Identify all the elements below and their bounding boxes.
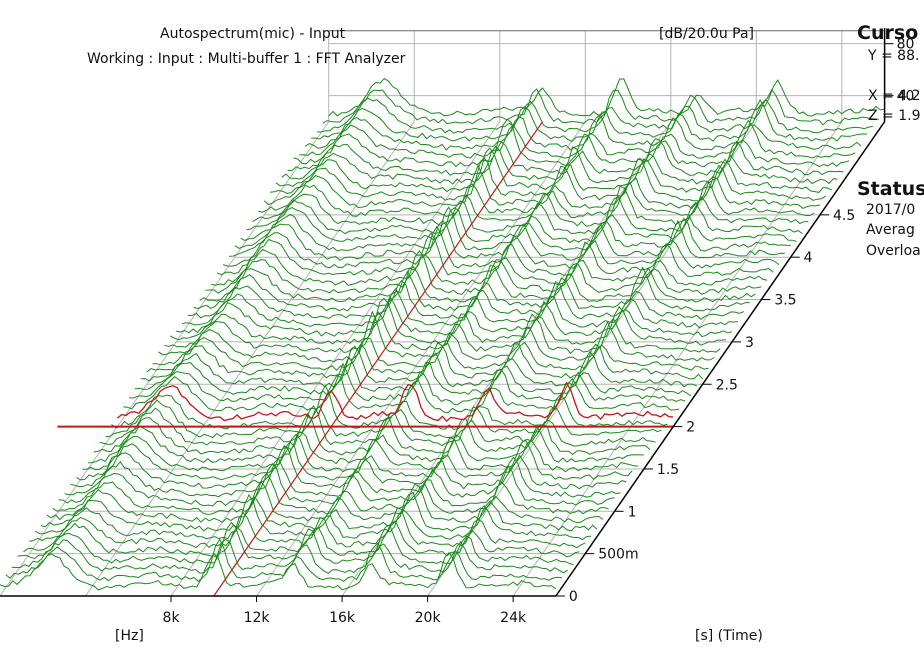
x-tick-label: 12k: [244, 610, 271, 626]
y-tick-label: 40: [897, 89, 915, 105]
spectrum-slice: [23, 520, 580, 558]
z-tick-label: 1.5: [657, 462, 679, 478]
z-tick-label: 2: [686, 420, 695, 436]
cursor-x-value: X = 4.2: [868, 88, 921, 104]
spectrum-slice: [287, 137, 844, 176]
status-date: 2017/0: [866, 202, 916, 218]
spectrum-slice: [181, 287, 738, 329]
x-tick-label: 20k: [415, 610, 442, 626]
spectrum-slice: [99, 405, 656, 447]
spectrum-slice: [263, 164, 821, 210]
cursor-frequency-line: [213, 121, 544, 597]
time-axis-line: [555, 121, 886, 597]
floor-grid-line: [170, 121, 501, 597]
cursor-heading: Curso: [857, 22, 919, 44]
spectrum-slice: [205, 250, 762, 295]
spectra-layer: [0, 77, 885, 591]
status-heading: Status: [857, 178, 924, 200]
spectrum-slice: [293, 118, 850, 168]
spectrum-slice: [11, 538, 568, 574]
x-tick-label: 24k: [500, 610, 527, 626]
y-tick-label: 80: [897, 37, 915, 53]
chart-title: Autospectrum(mic) - Input: [160, 26, 346, 42]
spectrum-slice: [252, 185, 809, 227]
status-average: Averag: [866, 222, 915, 238]
z-tick-label: 4.5: [833, 208, 855, 224]
spectrum-slice: [281, 145, 838, 185]
spectrum-slice: [0, 551, 557, 591]
z-tick-label: 4: [804, 250, 813, 266]
spectrum-slice: [82, 433, 639, 473]
floor-grid-line: [256, 121, 586, 597]
spectrum-slice: [129, 362, 686, 405]
spectrum-slice: [17, 521, 574, 566]
x-tick-label: 8k: [163, 610, 181, 626]
spectrum-slice: [275, 147, 833, 193]
spectrum-slice: [105, 399, 662, 439]
cursor-layer: [57, 121, 674, 597]
chart-subtitle: Working : Input : Multi-buffer 1 : FFT A…: [87, 51, 406, 67]
spectrum-slice: [258, 180, 815, 219]
spectrum-slice: [269, 156, 827, 202]
spectrum-slice: [123, 374, 680, 414]
floor-grid-line: [85, 121, 415, 597]
spectrum-slice: [193, 266, 750, 312]
spectrum-slice: [240, 207, 797, 244]
axis-layer: 8k 12k 16k 20k 24k 0 500m 1 1.5 2 2.5 3 3.5 4 4.5 40 80: [0, 28, 914, 626]
spectrum-slice: [322, 88, 879, 126]
z-axis-label: [s] (Time): [695, 628, 763, 644]
z-tick-label: 3.5: [774, 293, 796, 309]
z-tick-label: 500m: [598, 547, 638, 563]
floor-grid-line: [512, 121, 843, 597]
z-tick-label: 3: [745, 335, 754, 351]
x-tick-label: 16k: [329, 610, 356, 626]
spectrum-slice: [29, 507, 586, 549]
floor-grid-line: [0, 121, 330, 597]
spectrum-slice: [228, 219, 785, 262]
status-overload: Overloa: [866, 243, 921, 259]
spectrum-slice: [52, 472, 609, 515]
z-tick-label: 2.5: [716, 377, 738, 393]
spectrum-slice: [152, 337, 709, 371]
spectrum-slice: [58, 462, 615, 507]
spectrum-slice: [140, 345, 698, 388]
z-tick-label: 1: [628, 504, 637, 520]
cursor-spectrum-slice: [116, 381, 674, 423]
spectrum-slice: [175, 295, 733, 338]
z-tick-label: 0: [569, 589, 578, 605]
spectrum-slice: [211, 248, 768, 287]
cursor-z-value: Z = 1.9: [868, 108, 921, 124]
y-unit-label: [dB/20.0u Pa]: [659, 26, 755, 42]
cursor-y-value: Y = 88.: [868, 48, 920, 64]
x-axis-label: [Hz]: [115, 628, 144, 644]
